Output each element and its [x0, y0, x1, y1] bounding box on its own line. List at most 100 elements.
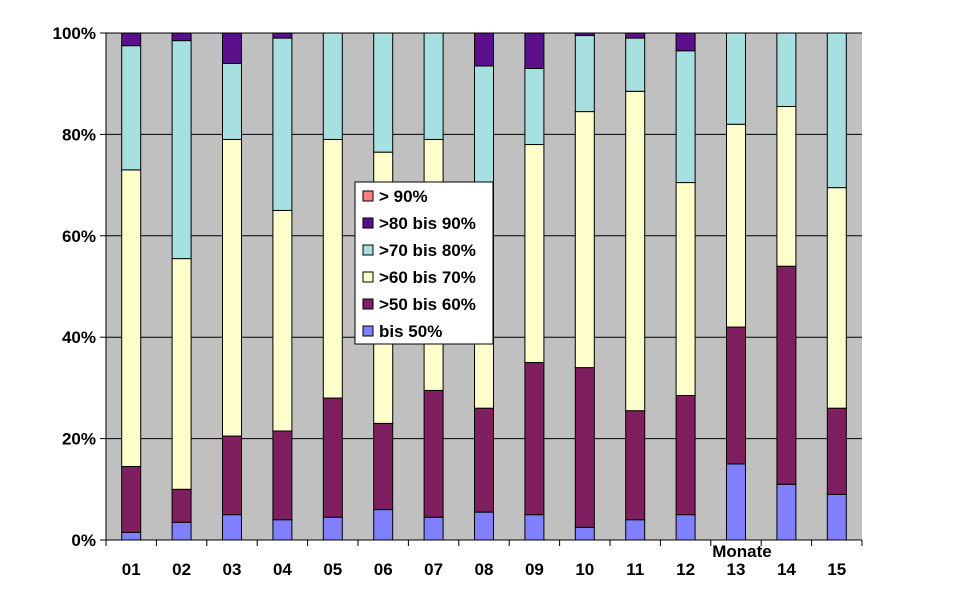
- bar-segment: [675, 514, 696, 541]
- x-tick-label: 08: [475, 560, 494, 579]
- y-tick-label: 0%: [71, 531, 96, 550]
- x-tick-label: 10: [575, 560, 594, 579]
- bar-segment: [423, 389, 444, 518]
- bar-segment: [171, 32, 192, 42]
- bar-segment: [222, 32, 242, 64]
- x-tick-label: 01: [122, 560, 141, 579]
- legend-swatch: [362, 271, 374, 283]
- bar-segment: [171, 258, 192, 490]
- bar-segment: [474, 407, 494, 513]
- bar-segment: [574, 32, 595, 37]
- bar-segment: [625, 37, 646, 92]
- bar-segment: [121, 32, 142, 47]
- x-tick-label: 04: [273, 560, 292, 579]
- bar-segment: [574, 367, 595, 528]
- bar-segment: [524, 514, 545, 541]
- legend-swatch: [362, 298, 374, 310]
- bar-segment: [474, 511, 494, 541]
- legend-label: >80 bis 90%: [379, 214, 476, 233]
- legend-label: > 90%: [379, 187, 428, 206]
- bar-segment: [272, 32, 293, 39]
- y-tick-labels: 0% 20% 40% 60% 80% 100%: [53, 24, 96, 550]
- bar-segment: [826, 407, 847, 495]
- x-tick-label: 15: [827, 560, 846, 579]
- bar-segment: [121, 465, 142, 533]
- legend-label: bis 50%: [379, 322, 442, 341]
- y-tick-label: 80%: [62, 125, 96, 144]
- bar-segment: [826, 32, 847, 189]
- bar-segment: [121, 531, 142, 541]
- bar-segment: [625, 519, 646, 541]
- x-tick-labels: 01 02 03 04 05 06 07 08 09 10 11 12 13 14 15: [122, 560, 847, 579]
- bar-segment: [373, 422, 394, 511]
- legend-label: >60 bis 70%: [379, 268, 476, 287]
- bar-segment: [423, 516, 444, 541]
- bar-segment: [272, 430, 293, 521]
- bar-segment: [222, 62, 242, 140]
- bar-segment: [322, 32, 343, 140]
- legend-box: [354, 181, 494, 345]
- x-tick-label: 06: [374, 560, 393, 579]
- bar-segment: [272, 209, 293, 432]
- bar-segment: [272, 519, 293, 541]
- y-tick-label: 20%: [62, 430, 96, 449]
- bar-segment: [675, 32, 696, 52]
- bar-segment: [574, 526, 595, 541]
- x-tick-label: 07: [424, 560, 443, 579]
- bar-segment: [776, 265, 797, 485]
- bar-segment: [121, 169, 142, 467]
- bar-segment: [272, 37, 293, 211]
- bar-segment: [675, 395, 696, 516]
- bar-segment: [373, 509, 394, 541]
- x-tick-label: 12: [676, 560, 695, 579]
- bar-segment: [524, 67, 545, 146]
- bar-segment: [625, 410, 646, 521]
- axes: [100, 32, 863, 546]
- bar-segment: [373, 32, 394, 153]
- legend-label: >70 bis 80%: [379, 241, 476, 260]
- bar-segment: [574, 35, 595, 113]
- bar-segment: [524, 144, 545, 364]
- bar-segment: [675, 182, 696, 397]
- legend-swatch: [362, 217, 374, 229]
- x-tick-label: 05: [323, 560, 342, 579]
- bar-segment: [726, 123, 746, 328]
- bar-segment: [826, 187, 847, 409]
- legend-swatch: [362, 244, 374, 256]
- bar-segment: [171, 40, 192, 260]
- bar-segment: [524, 362, 545, 516]
- x-tick-label: 02: [172, 560, 191, 579]
- x-axis-label: Monate: [712, 542, 772, 561]
- bar-segment: [222, 435, 242, 516]
- bar-segment: [625, 32, 646, 39]
- x-tick-label: 11: [626, 560, 644, 579]
- bar-segment: [121, 45, 142, 171]
- bar-segment: [726, 326, 746, 465]
- x-tick-label: 09: [525, 560, 544, 579]
- bar-segment: [322, 397, 343, 518]
- legend: > 90% >80 bis 90% >70 bis 80% >60 bis 70% >5…: [354, 181, 494, 345]
- legend-label: >50 bis 60%: [379, 295, 476, 314]
- bar-segment: [776, 106, 797, 267]
- x-tick-label: 03: [223, 560, 242, 579]
- y-tick-label: 60%: [62, 227, 96, 246]
- bar-segment: [322, 516, 343, 541]
- bar-segment: [474, 32, 494, 67]
- bar-segment: [776, 483, 797, 541]
- bar-segment: [776, 32, 797, 108]
- bar-segment: [726, 463, 746, 541]
- bar-segment: [826, 493, 847, 541]
- x-tick-label: 13: [727, 560, 746, 579]
- bar-segment: [322, 138, 343, 399]
- bar-segment: [171, 488, 192, 523]
- legend-swatch: [362, 190, 374, 202]
- bar-segment: [222, 514, 242, 541]
- bar-segment: [574, 111, 595, 369]
- legend-swatch: [362, 325, 374, 337]
- bar-segment: [524, 32, 545, 69]
- bar-segment: [423, 32, 444, 140]
- bar-segment: [625, 90, 646, 412]
- bar-segment: [726, 32, 746, 125]
